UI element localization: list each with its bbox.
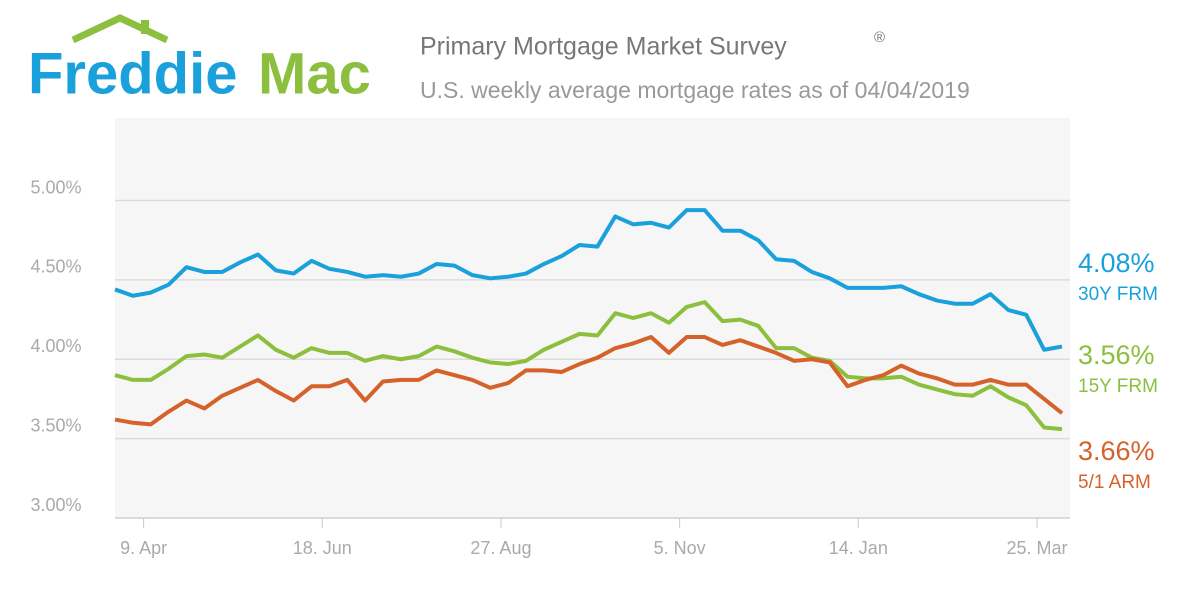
logo-chimney: [141, 20, 149, 34]
x-tick-label: 25. Mar: [1006, 538, 1067, 558]
x-tick-label: 27. Aug: [470, 538, 531, 558]
y-tick-label: 4.50%: [30, 257, 81, 277]
x-tick-label: 9. Apr: [120, 538, 167, 558]
line-series: [114, 335, 1064, 427]
y-tick-label: 5.00%: [30, 177, 81, 197]
logo-roof: [71, 14, 169, 44]
x-tick-label: 18. Jun: [293, 538, 352, 558]
line-series: [114, 300, 1063, 432]
chart-title: Primary Mortgage Market Survey: [420, 33, 787, 61]
logo-left: Freddie: [28, 41, 238, 106]
legend-label: 5/1 ARM: [1078, 472, 1151, 493]
x-tick-label: 5. Nov: [654, 538, 706, 558]
y-tick-label: 4.00%: [30, 336, 81, 356]
legend-label: 30Y FRM: [1078, 284, 1158, 305]
plot-area: [115, 118, 1070, 518]
end-value-label: 4.08%: [1078, 248, 1155, 278]
end-value-label: 3.66%: [1078, 436, 1155, 466]
logo-right: Mac: [258, 41, 371, 106]
legend-label: 15Y FRM: [1078, 376, 1158, 397]
y-tick-label: 3.50%: [30, 415, 81, 435]
chart-subtitle: U.S. weekly average mortgage rates as of…: [420, 77, 970, 103]
title-mark: ®: [874, 29, 885, 46]
x-tick-label: 14. Jan: [829, 538, 888, 558]
y-tick-label: 3.00%: [30, 495, 81, 515]
line-series: [114, 208, 1063, 352]
end-value-label: 3.56%: [1078, 340, 1155, 370]
